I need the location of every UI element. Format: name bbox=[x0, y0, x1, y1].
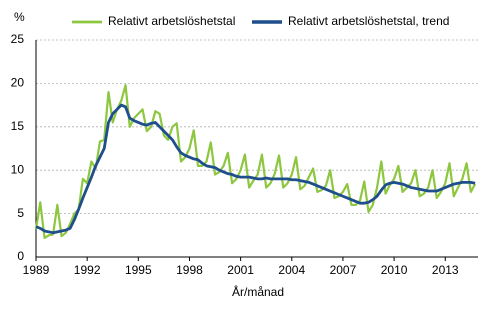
y-tick-label: 20 bbox=[11, 76, 25, 90]
y-axis-label: % bbox=[14, 10, 25, 24]
series-line bbox=[35, 103, 476, 235]
y-tick-label: 10 bbox=[11, 162, 25, 176]
legend-label: Relativt arbetslöshetstal bbox=[108, 14, 235, 28]
x-tick-label: 2004 bbox=[278, 263, 305, 277]
x-tick-label: 2001 bbox=[227, 263, 254, 277]
y-tick-label: 25 bbox=[11, 32, 25, 46]
x-axis-label: År/månad bbox=[232, 284, 284, 299]
x-tick-label: 2013 bbox=[432, 263, 459, 277]
x-tick-label: 1989 bbox=[23, 263, 50, 277]
x-tick-label: 1992 bbox=[74, 263, 101, 277]
series-line bbox=[34, 84, 477, 239]
x-tick-label: 1995 bbox=[125, 263, 152, 277]
legend-label: Relativt arbetslöshetstal, trend bbox=[288, 14, 449, 28]
y-tick-label: 5 bbox=[17, 206, 24, 220]
x-tick-label: 1998 bbox=[176, 263, 203, 277]
y-tick-label: 0 bbox=[17, 249, 24, 263]
x-tick-label: 2010 bbox=[381, 263, 408, 277]
y-tick-label: 15 bbox=[11, 119, 25, 133]
x-tick-label: 2007 bbox=[330, 263, 357, 277]
